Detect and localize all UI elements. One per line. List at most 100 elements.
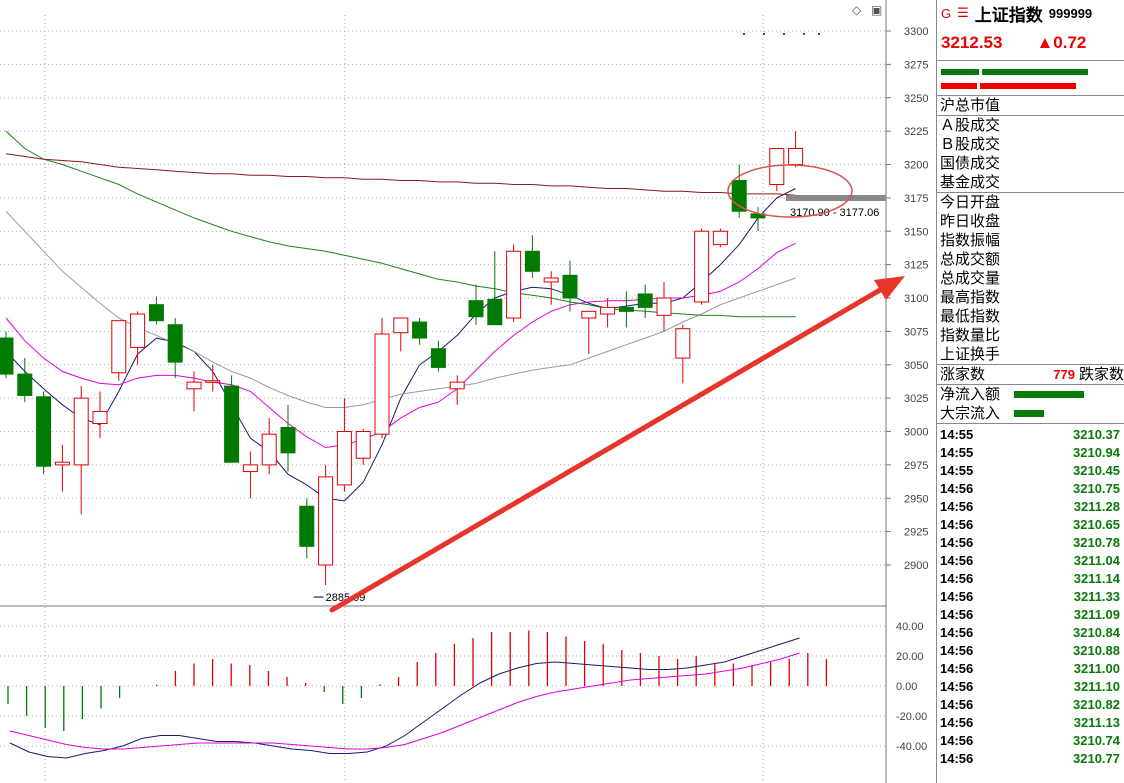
- advancers-value: 779: [1053, 367, 1075, 382]
- tick-time: 14:56: [940, 517, 974, 532]
- candle-body: [186, 381, 202, 390]
- price-tick-label: 3100: [904, 293, 928, 305]
- tick-row: 14:56 3211.00: [937, 660, 1124, 678]
- tick-time: 14:56: [940, 679, 974, 694]
- tick-time: 14:56: [940, 481, 974, 496]
- moving-average-line: [5, 210, 796, 408]
- marker-dot: [818, 33, 820, 35]
- decliners-label: 跌家数: [1078, 366, 1124, 383]
- bar-green-right: [982, 69, 1088, 75]
- tick-price: 3210.65: [1073, 517, 1120, 532]
- tick-price: 3210.37: [1073, 427, 1120, 442]
- candle-body: [412, 321, 428, 339]
- tick-price: 3211.14: [1073, 571, 1120, 586]
- last-price: 3212.53: [941, 33, 1003, 52]
- price-tick-label: 3025: [904, 393, 928, 405]
- tick-row: 14:56 3210.82: [937, 696, 1124, 714]
- tick-price: 3210.84: [1073, 625, 1120, 640]
- info-label: 指数量比: [940, 327, 1001, 344]
- kline-chart-area[interactable]: 2900 2925 2950 2975 3000 3025 3050 3075 3100 3125…: [0, 0, 936, 783]
- price-tick-label: 3075: [904, 326, 928, 338]
- market-cap-section: 沪总市值: [937, 96, 1124, 116]
- price-tick-label: 3050: [904, 360, 928, 372]
- info-label: Ｂ股成交: [940, 136, 1001, 153]
- quote-panel: G ☰ 上证指数 999999 3212.53 ▲0.72 沪总市值 Ａ股成交 …: [936, 0, 1124, 783]
- bar-green-left: [941, 69, 979, 75]
- candle-body: [562, 274, 578, 299]
- info-label: 最低指数: [940, 308, 1001, 325]
- info-label: Ａ股成交: [940, 117, 1001, 134]
- flag-g-icon[interactable]: G: [941, 5, 952, 21]
- kline-chart-svg[interactable]: 2900 2925 2950 2975 3000 3025 3050 3075 3100 3125…: [0, 0, 936, 783]
- candle-body: [487, 298, 503, 326]
- tick-row: 14:56 3210.88: [937, 642, 1124, 660]
- candle-body: [675, 328, 691, 359]
- info-label: 总成交量: [940, 270, 1001, 287]
- tick-time: 14:56: [940, 535, 974, 550]
- candle-body: [524, 250, 540, 272]
- candle-body: [36, 396, 52, 467]
- candle-body: [355, 431, 371, 459]
- info-label: 今日开盘: [940, 194, 1001, 211]
- tick-price: 3211.33: [1073, 589, 1120, 604]
- diamond-icon[interactable]: ◇: [852, 3, 862, 17]
- tick-row: 14:56 3211.09: [937, 606, 1124, 624]
- candle-body: [637, 293, 653, 308]
- window-icon[interactable]: ▣: [871, 3, 883, 17]
- candle-body: [656, 297, 672, 316]
- candle-body: [92, 410, 108, 424]
- advancers-label: 涨家数: [940, 366, 986, 383]
- tick-price: 3210.77: [1073, 751, 1120, 766]
- menu-icon[interactable]: ☰: [957, 5, 969, 20]
- flow-row: 大宗流入: [937, 404, 1124, 423]
- price-tick-label: 3175: [904, 193, 928, 205]
- candle-body: [543, 277, 559, 283]
- price-tick-label: 3250: [904, 93, 928, 105]
- indicator-tick-label: 0.00: [896, 681, 917, 693]
- price-tick-label: 3300: [904, 26, 928, 38]
- candle-body: [0, 337, 14, 375]
- info-label: 上证换手: [940, 346, 1001, 363]
- candle-body: [54, 461, 70, 466]
- tick-row: 14:56 3211.10: [937, 678, 1124, 696]
- moving-average-line: [5, 153, 796, 196]
- candle-body: [581, 310, 597, 319]
- price-tick-label: 3125: [904, 260, 928, 272]
- flow-section: 净流入额 大宗流入: [937, 385, 1124, 424]
- candle-body: [73, 397, 89, 466]
- flow-label: 大宗流入: [940, 405, 1001, 422]
- tick-time: 14:56: [940, 553, 974, 568]
- candle-body: [618, 306, 634, 312]
- tick-row: 14:55 3210.37: [937, 426, 1124, 444]
- tick-price: 3211.13: [1073, 715, 1120, 730]
- price-tick-label: 3200: [904, 160, 928, 172]
- marker-dot: [763, 33, 765, 35]
- candle-body: [336, 431, 352, 486]
- info-label: 沪总市值: [940, 97, 1001, 114]
- indicator-line: [9, 652, 800, 750]
- info-label: 总成交额: [940, 251, 1001, 268]
- candle-body: [299, 505, 315, 547]
- marker-dot: [803, 33, 805, 35]
- tick-price: 3211.00: [1073, 661, 1120, 676]
- range-marker-bar: [786, 195, 886, 201]
- tick-time: 14:56: [940, 589, 974, 604]
- price-change: ▲0.72: [1036, 33, 1087, 52]
- tick-row: 14:56 3210.78: [937, 534, 1124, 552]
- tick-price: 3210.74: [1073, 733, 1120, 748]
- info-label: 昨日收盘: [940, 213, 1001, 230]
- candle-body: [280, 426, 296, 454]
- tick-row: 14:56 3211.04: [937, 552, 1124, 570]
- bar-red-right: [980, 83, 1076, 89]
- flow-bar: [1014, 410, 1045, 417]
- price-tick-label: 3150: [904, 226, 928, 238]
- tick-time: 14:56: [940, 625, 974, 640]
- marker-dot: [743, 33, 745, 35]
- trend-arrow-head: [874, 276, 905, 300]
- candle-body: [468, 300, 484, 318]
- tick-row: 14:55 3210.45: [937, 462, 1124, 480]
- quote-header: G ☰ 上证指数 999999: [937, 0, 1124, 26]
- bar-red-left: [941, 83, 977, 89]
- index-name: 上证指数: [974, 5, 1043, 25]
- tick-list[interactable]: 14:55 3210.37 14:55 3210.94 14:55 3210.45 1…: [937, 424, 1124, 768]
